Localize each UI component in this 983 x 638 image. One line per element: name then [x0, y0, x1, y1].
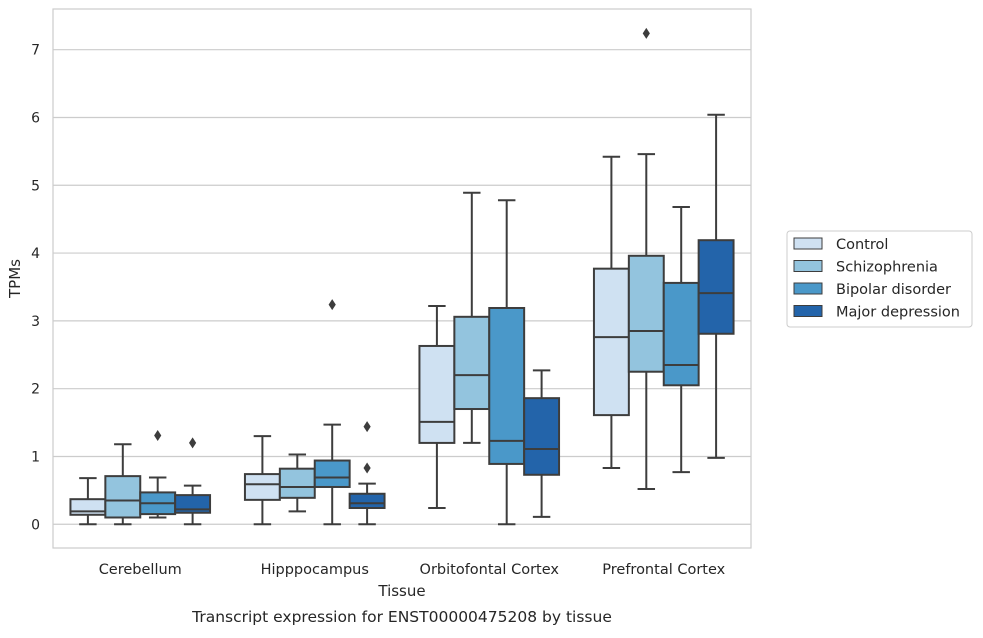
outlier-point [154, 429, 162, 441]
y-tick-label: 6 [31, 110, 40, 126]
box-body [69, 498, 107, 516]
box-2-1 [453, 191, 491, 444]
box-0-3 [174, 437, 212, 526]
legend-swatch [793, 260, 823, 272]
box-body [662, 281, 700, 387]
box-0-1 [104, 443, 142, 526]
y-tick-label: 1 [31, 449, 40, 465]
plot-area [69, 27, 735, 526]
box-body [243, 473, 281, 501]
box-0-2 [139, 429, 177, 519]
box-3-3 [697, 113, 735, 459]
y-tick-label: 5 [31, 178, 40, 194]
box-body [348, 492, 386, 509]
box-0-0 [69, 477, 107, 526]
legend-label: Major depression [836, 305, 960, 321]
y-tick-label: 2 [31, 382, 40, 398]
y-axis-ticks: 0 1 2 3 4 5 6 7 [31, 43, 40, 534]
box-2-0 [418, 304, 456, 509]
chart-caption: Transcript expression for ENST0000047520… [191, 608, 612, 626]
box-body [278, 467, 316, 499]
box-1-2 [313, 299, 351, 526]
box-1-0 [243, 435, 281, 526]
box-3-2 [662, 205, 700, 474]
box-body [488, 306, 526, 465]
box-body [313, 459, 351, 488]
box-body [627, 254, 665, 373]
outlier-point [363, 421, 371, 433]
box-body [104, 475, 142, 519]
outlier-point [328, 299, 336, 311]
x-axis-ticks: Cerebellum Hipppocampus Orbitofontal Corte… [99, 562, 726, 578]
box-body [523, 397, 561, 476]
x-tick-label: Prefrontal Cortex [602, 562, 725, 578]
gridlines [53, 49, 751, 525]
box-body [697, 239, 735, 335]
box-2-3 [523, 369, 561, 518]
outlier-point [642, 27, 650, 39]
legend-label: Control [836, 237, 888, 253]
y-tick-label: 7 [31, 43, 40, 59]
box-body [592, 267, 630, 417]
y-axis-label: TPMs [6, 259, 24, 299]
box-body [453, 315, 491, 411]
x-tick-label: Hipppocampus [261, 562, 369, 578]
outlier-point [363, 462, 371, 474]
outlier-point [189, 437, 197, 449]
legend: Control Schizophrenia Bipolar disorder Majo… [786, 230, 973, 328]
x-tick-label: Cerebellum [99, 562, 182, 578]
x-axis-label: Tissue [377, 582, 425, 600]
y-tick-label: 0 [31, 517, 40, 533]
legend-swatch [793, 305, 823, 317]
box-1-1 [278, 453, 316, 513]
y-tick-label: 4 [31, 246, 40, 262]
y-tick-label: 3 [31, 314, 40, 330]
box-2-2 [488, 199, 526, 526]
box-body [418, 344, 456, 444]
box-3-0 [592, 155, 630, 469]
axes-frame [52, 8, 752, 549]
legend-frame [786, 230, 973, 328]
x-tick-label: Orbitofontal Cortex [420, 562, 560, 578]
legend-label: Schizophrenia [836, 260, 938, 276]
box-3-1 [627, 27, 665, 491]
box-body [174, 494, 212, 514]
legend-label: Bipolar disorder [836, 282, 951, 298]
legend-swatch [793, 237, 823, 250]
legend-swatch [793, 282, 823, 295]
box-1-3 [348, 421, 386, 526]
